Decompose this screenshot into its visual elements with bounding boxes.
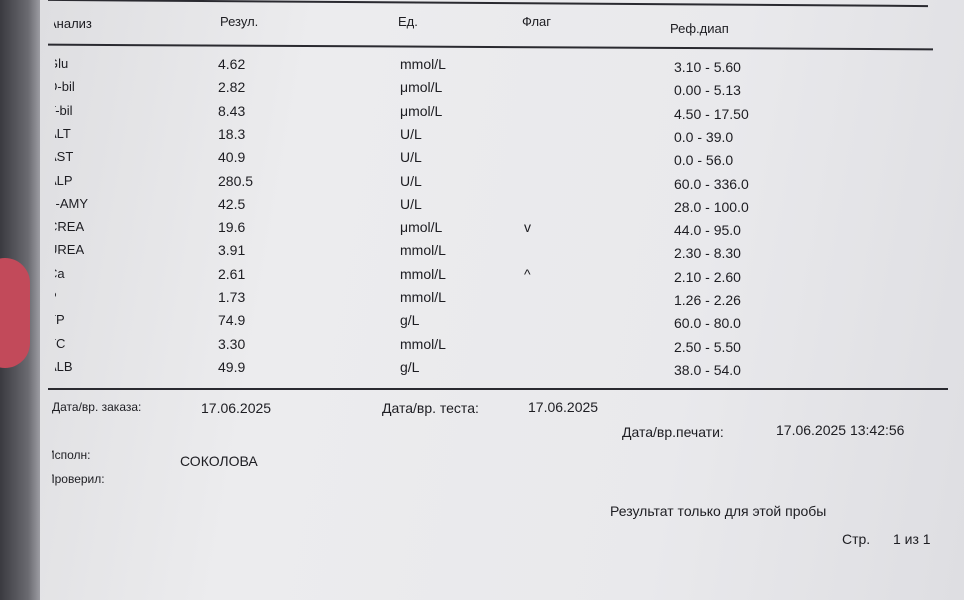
- cell-unit: U/L: [400, 195, 422, 212]
- top-rule: [48, 0, 928, 8]
- cell-name: AST: [48, 149, 74, 165]
- cell-unit: μmol/L: [400, 219, 443, 236]
- cell-unit: mmol/L: [400, 242, 446, 259]
- cell-ref: 1.26 - 2.26: [674, 292, 741, 308]
- cell-ref: 28.0 - 100.0: [674, 198, 749, 215]
- label: Исполн:: [46, 448, 91, 462]
- cell-ref: 3.10 - 5.60: [674, 59, 741, 75]
- header-cell: Резул.: [220, 14, 259, 29]
- header-cell: Реф.диап: [670, 21, 729, 36]
- cell-name: P: [48, 289, 57, 304]
- cell-result: 2.82: [218, 79, 246, 96]
- cell-flag: v: [524, 219, 531, 236]
- footer-rule: [48, 388, 948, 390]
- header-rule: [48, 43, 933, 51]
- value: 1 из 1: [893, 531, 931, 547]
- cell-ref: 2.10 - 2.60: [674, 268, 741, 285]
- label: Дата/вр. теста:: [382, 400, 479, 416]
- cell-unit: mmol/L: [400, 56, 446, 72]
- cell-ref: 44.0 - 95.0: [674, 222, 741, 239]
- cell-unit: mmol/L: [400, 289, 446, 305]
- cell-result: 280.5: [218, 172, 254, 189]
- cell-result: 49.9: [218, 358, 246, 375]
- cell-result: 18.3: [218, 125, 246, 142]
- cell-ref: 0.0 - 39.0: [674, 128, 734, 145]
- cell-name: CREA: [48, 219, 85, 235]
- cell-name: Glu: [48, 56, 69, 71]
- finger: [0, 258, 30, 368]
- cell-ref: 2.30 - 8.30: [674, 245, 741, 262]
- cell-result: 40.9: [218, 149, 246, 166]
- cell-result: 3.91: [218, 242, 246, 259]
- label: Стр.: [842, 531, 871, 547]
- cell-unit: U/L: [400, 172, 422, 189]
- label: Дата/вр. заказа:: [52, 400, 142, 414]
- cell-result: 19.6: [218, 219, 246, 236]
- cell-unit: U/L: [400, 149, 422, 166]
- cell-result: 3.30: [218, 335, 246, 352]
- cell-unit: g/L: [400, 312, 420, 329]
- cell-flag: ^: [524, 265, 531, 282]
- cell-result: 1.73: [218, 289, 246, 305]
- cell-unit: mmol/L: [400, 265, 446, 282]
- cell-ref: 2.50 - 5.50: [674, 338, 741, 355]
- value: 17.06.2025 13:42:56: [776, 422, 905, 438]
- value: СОКОЛОВА: [180, 453, 258, 469]
- label: Дата/вр.печати:: [622, 424, 724, 440]
- cell-ref: 0.0 - 56.0: [674, 152, 734, 169]
- header-cell: Анализ: [48, 16, 92, 31]
- cell-result: 4.62: [218, 56, 246, 72]
- cell-unit: U/L: [400, 125, 422, 142]
- cell-unit: g/L: [400, 358, 420, 375]
- value: 17.06.2025: [201, 400, 272, 416]
- cell-name: TP: [48, 312, 65, 328]
- cell-name: ALP: [48, 172, 73, 188]
- cell-ref: 0.00 - 5.13: [674, 82, 741, 99]
- cell-result: 42.5: [218, 195, 246, 212]
- cell-ref: 38.0 - 54.0: [674, 361, 741, 378]
- cell-name: ALB: [48, 358, 73, 374]
- cell-unit: mmol/L: [400, 335, 446, 352]
- cell-name: α-AMY: [48, 195, 89, 211]
- cell-name: TC: [48, 335, 66, 351]
- report: Анализ Резул. Ед. Флаг Реф.диап Glu 4.62 m…: [38, 0, 964, 600]
- cell-ref: 60.0 - 336.0: [674, 175, 749, 192]
- cell-ref: 4.50 - 17.50: [674, 105, 749, 122]
- header-cell: Ед.: [398, 14, 418, 29]
- label: Проверил:: [46, 472, 105, 486]
- cell-name: Ca: [48, 265, 65, 281]
- header-cell: Флаг: [522, 14, 552, 29]
- cell-ref: 60.0 - 80.0: [674, 315, 741, 332]
- value: 17.06.2025: [528, 399, 599, 415]
- cell-unit: μmol/L: [400, 79, 443, 96]
- cell-result: 8.43: [218, 102, 246, 119]
- cell-name: ALT: [48, 125, 71, 141]
- note: Результат только для этой пробы: [610, 503, 827, 519]
- cell-name: T-bil: [48, 102, 73, 118]
- cell-result: 2.61: [218, 265, 246, 282]
- cell-result: 74.9: [218, 312, 246, 329]
- cell-name: D-bil: [48, 79, 75, 95]
- cell-name: UREA: [48, 242, 85, 258]
- cell-unit: μmol/L: [400, 102, 443, 119]
